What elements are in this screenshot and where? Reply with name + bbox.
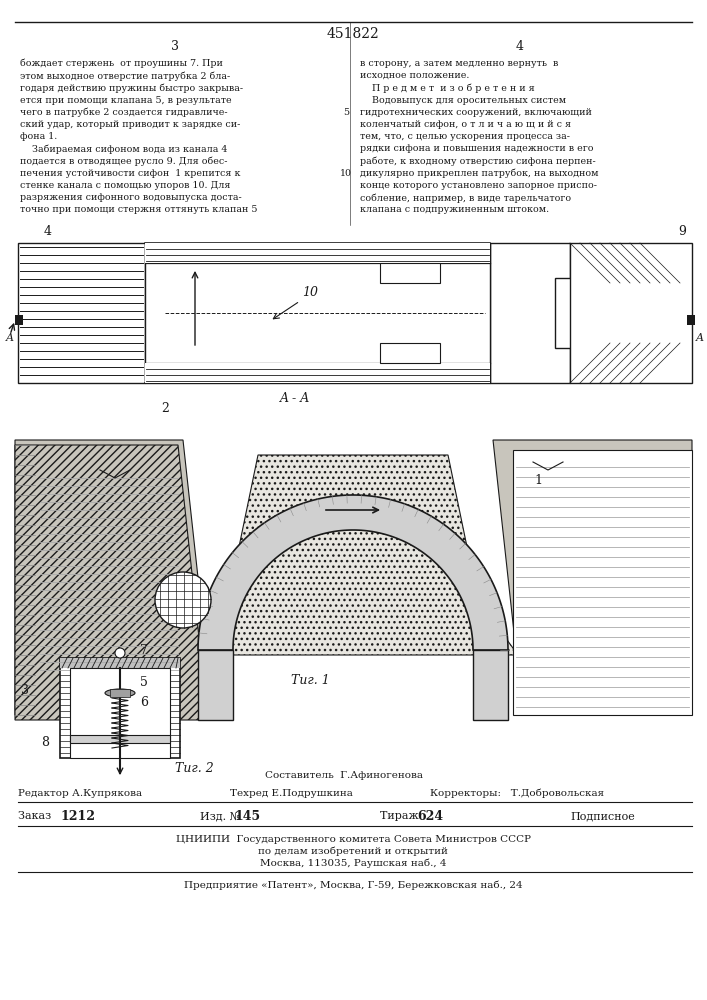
Text: чего в патрубке 2 создается гидравличе-: чего в патрубке 2 создается гидравличе- <box>20 108 228 117</box>
Text: коленчатый сифон, о т л и ч а ю щ и й с я: коленчатый сифон, о т л и ч а ю щ и й с … <box>360 120 571 129</box>
Text: тем, что, с целью ускорения процесса за-: тем, что, с целью ускорения процесса за- <box>360 132 570 141</box>
Polygon shape <box>188 455 518 655</box>
Text: 3: 3 <box>171 39 179 52</box>
Polygon shape <box>493 440 692 715</box>
Text: A: A <box>6 333 14 343</box>
Text: 8: 8 <box>41 736 49 750</box>
Text: 10: 10 <box>340 169 352 178</box>
Text: Водовыпуск для оросительных систем: Водовыпуск для оросительных систем <box>360 96 566 105</box>
Bar <box>380 263 440 283</box>
Text: дикулярно прикреплен патрубок, на выходном: дикулярно прикреплен патрубок, на выходн… <box>360 169 599 178</box>
Bar <box>18 243 145 383</box>
Bar <box>490 243 570 383</box>
Bar <box>145 363 490 383</box>
Text: 451822: 451822 <box>327 27 380 41</box>
Polygon shape <box>15 445 208 720</box>
Text: 4: 4 <box>516 39 524 52</box>
Text: Предприятие «Патент», Москва, Г-59, Бережковская наб., 24: Предприятие «Патент», Москва, Г-59, Бере… <box>184 880 522 890</box>
Text: рядки сифона и повышения надежности в его: рядки сифона и повышения надежности в ег… <box>360 144 593 153</box>
Text: в сторону, а затем медленно вернуть  в: в сторону, а затем медленно вернуть в <box>360 59 559 68</box>
Text: 2: 2 <box>161 401 169 414</box>
Text: 10: 10 <box>302 286 318 300</box>
Bar <box>513 450 692 715</box>
Text: ЦНИИПИ  Государственного комитета Совета Министров СССР: ЦНИИПИ Государственного комитета Совета … <box>175 834 530 844</box>
Text: Корректоры:   Т.Добровольская: Корректоры: Т.Добровольская <box>430 788 604 798</box>
Bar <box>555 278 640 348</box>
Bar <box>198 650 233 720</box>
Text: фона 1.: фона 1. <box>20 132 57 141</box>
Text: Забираемая сифоном вода из канала 4: Забираемая сифоном вода из канала 4 <box>20 144 228 154</box>
Text: годаря действию пружины быстро закрыва-: годаря действию пружины быстро закрыва- <box>20 83 243 93</box>
Text: 145: 145 <box>235 810 261 822</box>
Text: гидротехнических сооружений, включающий: гидротехнических сооружений, включающий <box>360 108 592 117</box>
Text: Τиг. 1: Τиг. 1 <box>291 674 329 686</box>
Text: по делам изобретений и открытий: по делам изобретений и открытий <box>258 846 448 856</box>
Text: 624: 624 <box>417 810 443 822</box>
Text: 5: 5 <box>140 676 148 690</box>
Text: исходное положение.: исходное положение. <box>360 71 469 80</box>
Bar <box>473 650 508 720</box>
Bar <box>70 735 170 743</box>
Circle shape <box>115 648 125 658</box>
Bar <box>380 343 440 363</box>
Bar <box>70 668 170 758</box>
Text: A: A <box>696 333 704 343</box>
Polygon shape <box>15 440 213 715</box>
Text: этом выходное отверстие патрубка 2 бла-: этом выходное отверстие патрубка 2 бла- <box>20 71 230 81</box>
Text: 1: 1 <box>534 474 542 487</box>
Text: подается в отводящее русло 9. Для обес-: подается в отводящее русло 9. Для обес- <box>20 157 228 166</box>
Bar <box>15 315 23 325</box>
Ellipse shape <box>630 278 650 348</box>
Text: Тираж: Тираж <box>380 811 422 821</box>
Text: 6: 6 <box>140 696 148 710</box>
Text: 5: 5 <box>343 108 349 117</box>
Bar <box>145 243 490 383</box>
Polygon shape <box>198 495 508 650</box>
Text: бождает стержень  от проушины 7. При: бождает стержень от проушины 7. При <box>20 59 223 68</box>
Text: П р е д м е т  и з о б р е т е н и я: П р е д м е т и з о б р е т е н и я <box>360 83 534 93</box>
Text: конце которого установлено запорное приспо-: конце которого установлено запорное прис… <box>360 181 597 190</box>
Text: Τиг. 2: Τиг. 2 <box>175 762 214 774</box>
Text: A - A: A - A <box>280 392 310 405</box>
Text: работе, к входному отверстию сифона перпен-: работе, к входному отверстию сифона перп… <box>360 157 596 166</box>
Bar <box>570 243 692 383</box>
Text: Изд. №: Изд. № <box>200 811 244 821</box>
Text: Заказ: Заказ <box>18 811 54 821</box>
Bar <box>209 291 227 319</box>
Text: ется при помощи клапана 5, в результате: ется при помощи клапана 5, в результате <box>20 96 232 105</box>
Text: 1212: 1212 <box>60 810 95 822</box>
Bar <box>687 315 695 325</box>
Bar <box>145 243 490 263</box>
Text: 9: 9 <box>678 225 686 238</box>
Text: печения устойчивости сифон  1 крепится к: печения устойчивости сифон 1 крепится к <box>20 169 240 178</box>
Bar <box>60 658 180 668</box>
Text: разряжения сифонного водовыпуска доста-: разряжения сифонного водовыпуска доста- <box>20 193 242 202</box>
Circle shape <box>178 265 258 345</box>
Ellipse shape <box>105 689 135 697</box>
Text: точно при помощи стержня оттянуть клапан 5: точно при помощи стержня оттянуть клапан… <box>20 205 257 214</box>
Bar <box>60 658 180 758</box>
Text: Составитель  Г.Афиногенова: Составитель Г.Афиногенова <box>265 770 423 780</box>
Text: Подписное: Подписное <box>570 811 635 821</box>
Text: стенке канала с помощью упоров 10. Для: стенке канала с помощью упоров 10. Для <box>20 181 230 190</box>
Text: ский удар, который приводит к зарядке си-: ский удар, который приводит к зарядке си… <box>20 120 240 129</box>
Text: Техред Е.Подрушкина: Техред Е.Подрушкина <box>230 788 353 798</box>
Text: собление, например, в виде тарельчатого: собление, например, в виде тарельчатого <box>360 193 571 203</box>
Text: 4: 4 <box>44 225 52 238</box>
Bar <box>110 689 130 697</box>
Circle shape <box>155 572 211 628</box>
Text: Редактор А.Купрякова: Редактор А.Купрякова <box>18 788 142 798</box>
Text: Москва, 113035, Раушская наб., 4: Москва, 113035, Раушская наб., 4 <box>259 858 446 868</box>
Text: 7: 7 <box>140 644 148 656</box>
Text: 3: 3 <box>21 684 29 696</box>
Text: клапана с подпружиненным штоком.: клапана с подпружиненным штоком. <box>360 205 549 214</box>
